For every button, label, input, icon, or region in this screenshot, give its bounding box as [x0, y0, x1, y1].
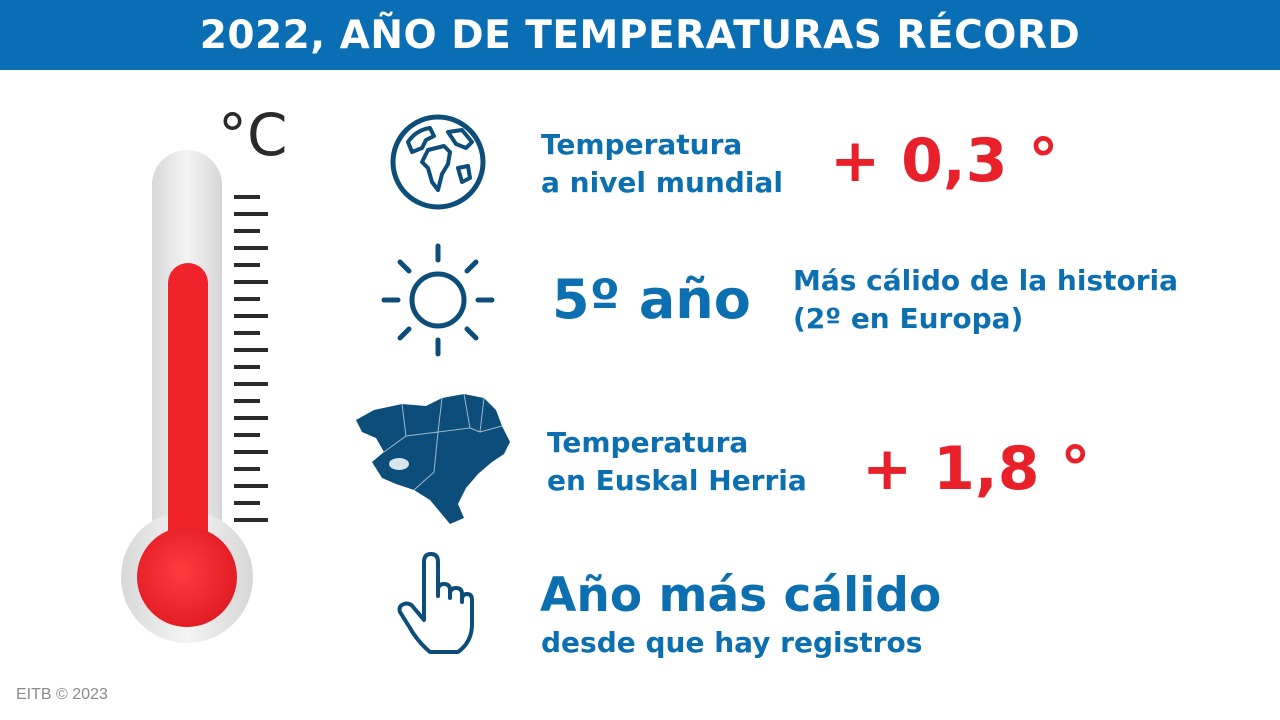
basque-label-line1: Temperatura	[547, 426, 749, 459]
warmest-year-big-text: Año más cálido	[540, 568, 942, 623]
thermometer-unit: °C	[218, 101, 288, 169]
fifth-year-big-text: 5º año	[552, 268, 751, 331]
pointing-hand-icon	[397, 552, 474, 654]
page-title: 2022, AÑO DE TEMPERATURAS RÉCORD	[199, 12, 1081, 58]
basque-temperature-value: + 1,8 °	[862, 434, 1091, 504]
fifth-year-label-line1: Más cálido de la historia	[793, 264, 1179, 297]
global-label-line2: a nivel mundial	[541, 166, 783, 199]
thermometer: °C	[110, 95, 310, 665]
warmest-year-label-line1: desde que hay registros	[541, 626, 923, 659]
thermometer-icon	[121, 150, 268, 643]
fifth-year-label-line2: (2º en Europa)	[793, 302, 1024, 335]
globe-icon	[390, 114, 486, 210]
sun-icon	[381, 243, 495, 357]
copyright-credit: EITB © 2023	[16, 686, 108, 703]
header-bar: 2022, AÑO DE TEMPERATURAS RÉCORD	[0, 0, 1280, 70]
basque-country-map-icon	[356, 393, 510, 524]
global-temperature-value: + 0,3 °	[830, 126, 1059, 196]
basque-label-line2: en Euskal Herria	[547, 464, 807, 497]
global-label-line1: Temperatura	[541, 128, 743, 161]
